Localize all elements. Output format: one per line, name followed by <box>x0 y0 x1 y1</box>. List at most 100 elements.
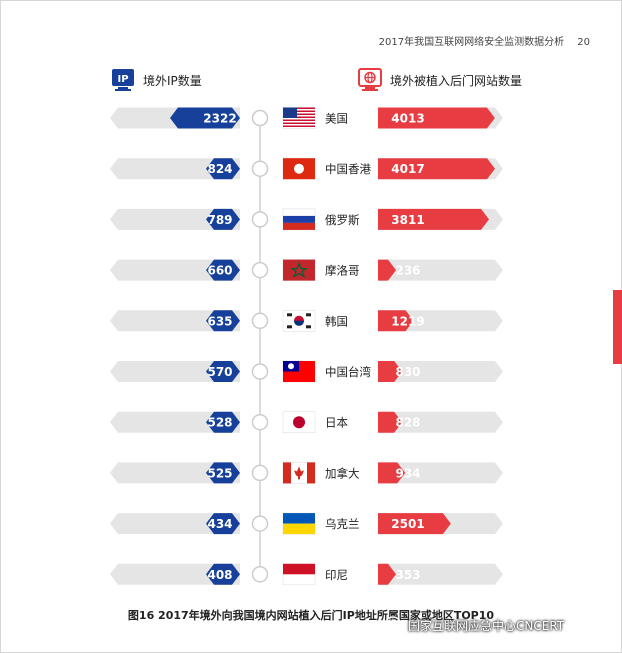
right-track <box>378 462 503 484</box>
left-value-label: 570 <box>207 365 232 379</box>
right-value-bar <box>378 310 414 332</box>
flag-sun <box>288 363 294 370</box>
chart-row: 2322 美国 4013 <box>110 107 503 129</box>
category-label: 中国香港 <box>325 162 371 176</box>
center-node <box>251 464 269 482</box>
center-node <box>251 160 269 177</box>
chart-row: 408 印尼 353 <box>110 563 503 586</box>
left-value-label: 824 <box>207 162 232 176</box>
chart-row: 635 韩国 1219 <box>110 309 503 332</box>
flag-band <box>283 215 315 223</box>
flag-field <box>283 259 315 281</box>
right-value-bar <box>378 513 451 535</box>
right-value-label: 3811 <box>391 213 424 227</box>
category-label: 日本 <box>325 416 348 430</box>
left-value-bar <box>206 411 240 433</box>
center-node <box>251 566 269 583</box>
flag-stripe <box>283 119 315 121</box>
flag-band <box>283 523 315 535</box>
category-label: 摩洛哥 <box>325 264 360 278</box>
left-value-label: 660 <box>207 264 232 278</box>
category-label: 韩国 <box>325 314 348 328</box>
left-value-label: 789 <box>207 213 232 227</box>
left-track <box>110 563 240 585</box>
chart-row: 824 中国香港 4017 <box>110 157 503 180</box>
right-value-label: 353 <box>395 568 420 582</box>
left-track <box>110 208 240 230</box>
watermark: 国家互联网应急中心CNCERT <box>384 616 564 634</box>
left-value-bar <box>206 462 240 484</box>
right-value-bar <box>378 411 403 433</box>
page-number: 20 <box>577 37 590 48</box>
flag-emblem <box>294 163 304 174</box>
flag-taegeuk-half <box>294 320 304 326</box>
center-node <box>251 312 269 330</box>
right-value-label: 828 <box>395 416 420 430</box>
left-track <box>110 158 240 180</box>
flag-band <box>283 563 315 575</box>
left-track <box>110 259 240 281</box>
right-track <box>378 259 503 281</box>
chart-row: 789 俄罗斯 3811 <box>110 208 503 231</box>
right-value-label: 2501 <box>391 517 424 531</box>
left-value-label: 2322 <box>203 112 236 126</box>
right-value-label: 236 <box>395 264 420 278</box>
flag-band <box>283 513 315 524</box>
left-value-bar <box>206 361 240 382</box>
right-value-label: 1219 <box>391 314 424 328</box>
left-value-bar <box>206 208 240 230</box>
legend-right: 境外被植入后门网站数量 <box>358 68 522 92</box>
left-track <box>110 310 240 332</box>
left-value-label: 528 <box>207 416 232 430</box>
chart-row: 570 中国台湾 830 <box>110 360 503 383</box>
right-track <box>378 361 503 382</box>
center-node <box>251 363 269 380</box>
flag-trigram <box>306 325 311 329</box>
ip-monitor-icon: IP <box>111 68 135 92</box>
category-label: 中国台湾 <box>325 365 371 379</box>
center-node <box>251 211 269 228</box>
flag-stripe <box>283 113 315 115</box>
flag-band <box>307 462 315 484</box>
chart-row: 434 乌克兰 2501 <box>110 512 503 535</box>
flag-band <box>283 462 291 484</box>
category-label: 印尼 <box>325 568 348 582</box>
header-title: 2017年我国互联网网络安全监测数据分析 <box>378 37 565 48</box>
center-node <box>251 109 269 127</box>
category-label: 加拿大 <box>325 466 360 480</box>
right-value-bar <box>378 361 403 382</box>
left-value-bar <box>206 563 240 585</box>
chart-row: 528 日本 828 <box>110 411 503 434</box>
flag-sun <box>293 416 305 429</box>
chart-row: 525 加拿大 934 <box>110 462 503 484</box>
legend-left: IP 境外IP数量 <box>111 68 202 92</box>
left-value-label: 434 <box>207 517 232 531</box>
svg-text:IP: IP <box>117 74 128 85</box>
right-value-bar <box>378 107 495 129</box>
right-value-label: 934 <box>395 466 420 480</box>
watermark-text: 国家互联网应急中心CNCERT <box>408 618 565 633</box>
left-value-label: 635 <box>207 314 232 328</box>
flag-leaf <box>294 466 304 480</box>
left-value-bar <box>206 310 240 332</box>
left-value-label: 525 <box>207 466 232 480</box>
left-value-label: 408 <box>207 568 232 582</box>
category-label: 乌克兰 <box>325 517 360 531</box>
right-value-bar <box>378 259 396 281</box>
chart-caption: 图16 2017年境外向我国境内网站植入后门IP地址所属国家或地区TOP10 <box>127 609 495 622</box>
left-track <box>110 411 240 433</box>
center-node <box>251 413 269 431</box>
center-node <box>251 515 269 532</box>
flag-stripe <box>283 125 315 127</box>
right-value-bar <box>378 158 495 180</box>
right-value-label: 4013 <box>391 112 424 126</box>
wechat-icon <box>384 616 402 634</box>
flag-band <box>283 222 315 230</box>
legend-left-label: 境外IP数量 <box>143 73 202 88</box>
flag-trigram <box>287 325 292 329</box>
flag-trigram <box>287 313 292 317</box>
left-value-bar <box>206 259 240 281</box>
right-value-label: 4017 <box>391 162 424 176</box>
flag-stripe <box>283 110 315 112</box>
